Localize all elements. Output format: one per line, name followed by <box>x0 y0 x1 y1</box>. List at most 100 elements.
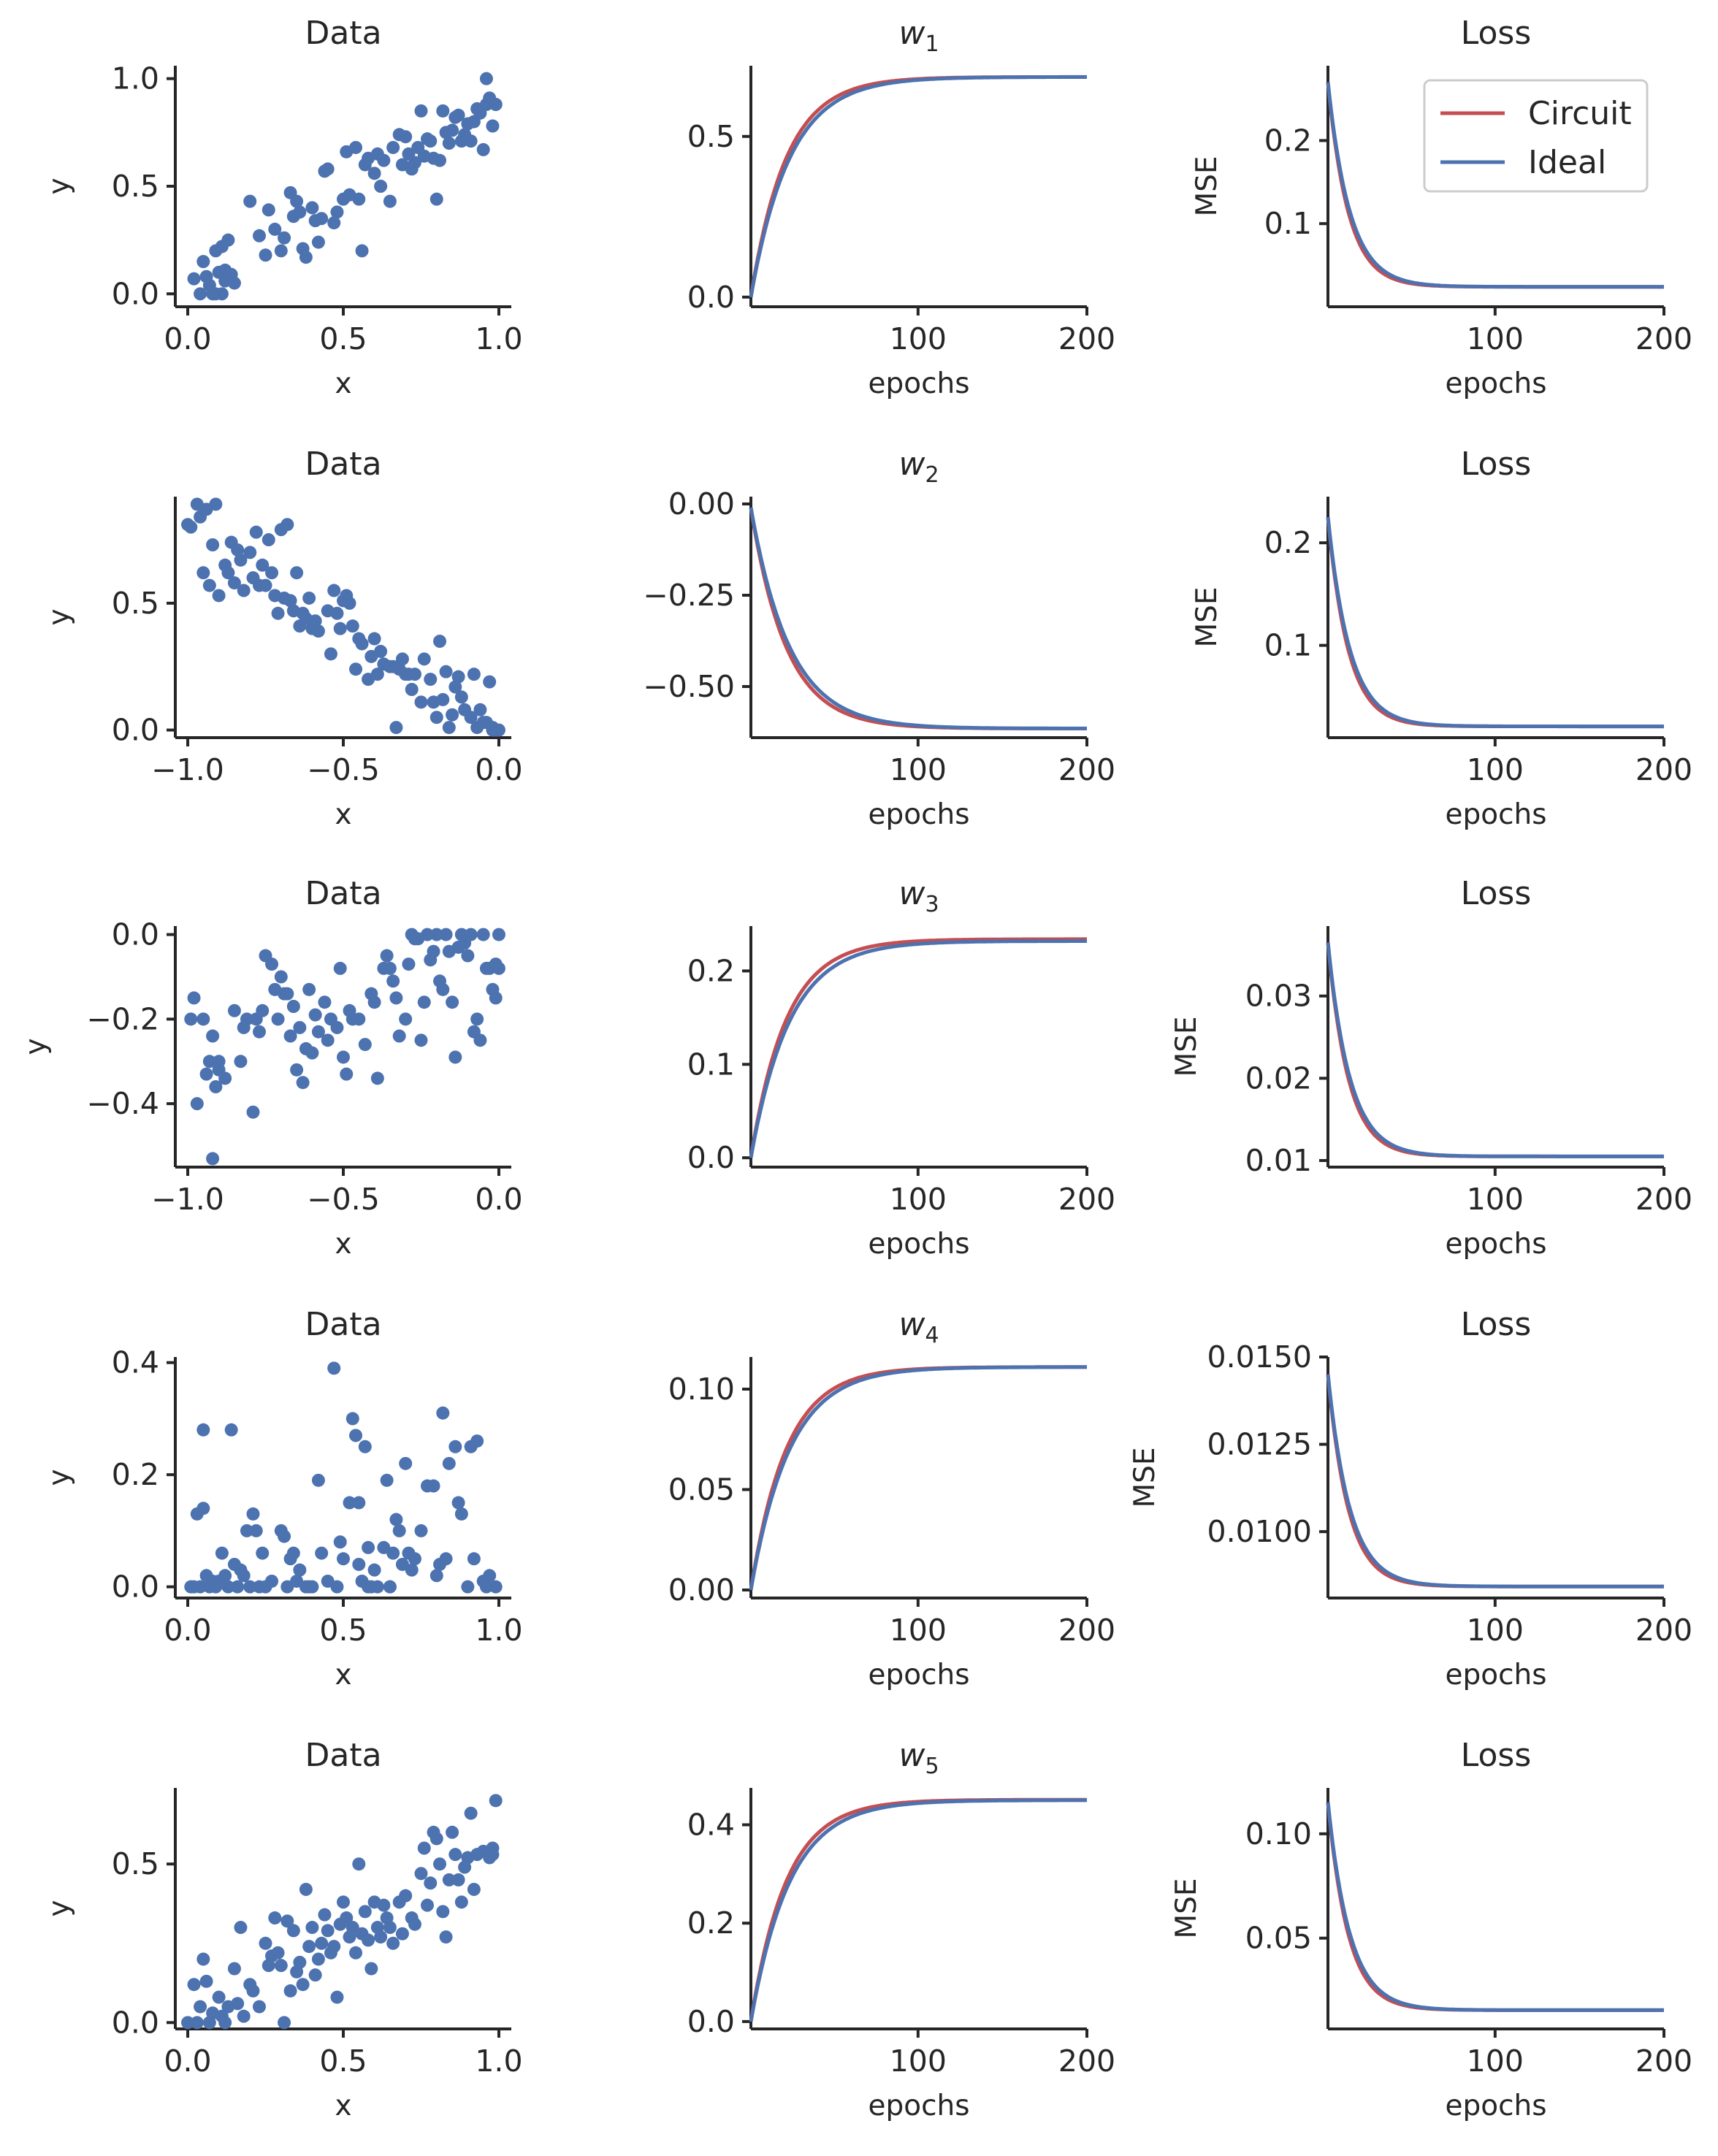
series-line-circuit <box>1326 942 1665 1158</box>
data-point <box>311 1025 325 1039</box>
data-point <box>218 1569 232 1583</box>
data-point <box>476 142 490 156</box>
data-point <box>231 1997 245 2011</box>
data-point <box>256 1546 270 1560</box>
data-point <box>268 222 282 236</box>
y-tick-label: 0.02 <box>1245 1060 1312 1096</box>
y-tick-label: 0.1 <box>687 1047 735 1082</box>
data-point <box>352 1857 366 1871</box>
data-point <box>194 1580 207 1594</box>
x-tick-label: 0.5 <box>319 1613 367 1648</box>
data-point <box>421 928 434 941</box>
data-point <box>293 205 307 219</box>
data-point <box>315 1546 329 1560</box>
data-point <box>321 162 335 176</box>
data-point <box>414 104 428 118</box>
data-point <box>265 1574 279 1588</box>
data-point <box>367 632 381 646</box>
data-point <box>221 1580 235 1594</box>
data-point <box>227 576 241 590</box>
data-point <box>405 1563 419 1577</box>
data-point <box>302 982 316 996</box>
data-point <box>259 248 272 262</box>
series-line-ideal <box>749 939 1088 1158</box>
data-point <box>430 1569 443 1583</box>
subplot-title: Loss <box>1461 1306 1532 1343</box>
title-subscript: 1 <box>925 31 939 57</box>
data-point <box>451 1873 465 1886</box>
data-point <box>383 1580 397 1594</box>
data-point <box>296 1978 310 1992</box>
title-symbol: w <box>898 1306 925 1343</box>
x-tick-label: 0.5 <box>319 2044 367 2079</box>
x-axis-label: x <box>335 1228 351 1261</box>
data-point <box>246 1105 260 1119</box>
title-symbol: w <box>898 15 925 52</box>
data-point <box>349 140 363 154</box>
data-point <box>427 1479 440 1493</box>
x-tick-label: 100 <box>890 321 947 356</box>
data-point <box>286 1000 300 1013</box>
y-tick-label: 1.0 <box>112 61 159 96</box>
data-point <box>237 1569 251 1583</box>
data-point <box>367 1563 381 1577</box>
data-point <box>386 140 400 154</box>
data-point <box>349 1946 363 1960</box>
data-point <box>194 287 207 301</box>
series-line-circuit <box>749 1365 1088 1591</box>
data-point <box>308 1008 322 1022</box>
data-point <box>399 1889 413 1903</box>
y-tick-label: 0.0 <box>112 713 159 748</box>
y-tick-label: 0.0 <box>112 276 159 311</box>
subplot-title: w2 <box>898 446 939 488</box>
x-tick-label: 1.0 <box>475 2044 522 2079</box>
data-point <box>399 130 413 144</box>
data-point <box>389 1513 403 1526</box>
data-point <box>311 624 325 638</box>
data-point <box>492 961 505 975</box>
data-point <box>274 970 288 984</box>
data-point <box>311 1952 325 1966</box>
y-tick-label: 0.2 <box>1264 525 1312 560</box>
data-point <box>367 995 381 1009</box>
data-point <box>377 1898 391 1912</box>
data-point <box>261 533 275 547</box>
data-point <box>227 1962 241 1976</box>
y-tick-label: 0.4 <box>687 1808 735 1843</box>
data-point <box>489 98 503 112</box>
data-point <box>414 695 428 709</box>
data-point <box>408 156 421 169</box>
data-point <box>246 1984 260 1998</box>
subplot-title: Loss <box>1461 1737 1532 1774</box>
data-point <box>345 1412 359 1426</box>
data-point <box>259 1936 272 1950</box>
data-point <box>330 1020 344 1034</box>
data-point <box>218 1071 232 1085</box>
data-point <box>265 957 279 971</box>
series-line-ideal <box>1326 1802 1665 2012</box>
data-point <box>337 1895 350 1909</box>
data-point <box>436 692 450 706</box>
data-point <box>209 497 223 511</box>
x-tick-label: 200 <box>1058 1613 1115 1648</box>
data-point <box>436 1905 450 1919</box>
data-point <box>333 622 347 635</box>
data-point <box>414 1033 428 1047</box>
data-point <box>408 1552 421 1566</box>
data-point <box>278 2016 291 2030</box>
data-point <box>330 606 344 620</box>
y-tick-label: 0.4 <box>112 1345 159 1380</box>
data-point <box>237 584 251 597</box>
data-point <box>442 721 456 735</box>
subplot-4-3: Loss 100 200 0.0100 0.0125 0.0150 epochs MSE <box>1129 1306 1692 1691</box>
x-tick-label: 0.0 <box>164 1613 211 1648</box>
data-point <box>470 1012 484 1026</box>
x-tick-label: 200 <box>1635 1182 1692 1217</box>
data-point <box>386 1546 400 1560</box>
series-line-ideal <box>1326 82 1665 289</box>
legend-label-ideal: Ideal <box>1528 144 1606 181</box>
data-point <box>184 1012 198 1026</box>
data-point <box>293 1020 307 1034</box>
data-point <box>209 1080 223 1093</box>
series-line-circuit <box>749 937 1088 1158</box>
